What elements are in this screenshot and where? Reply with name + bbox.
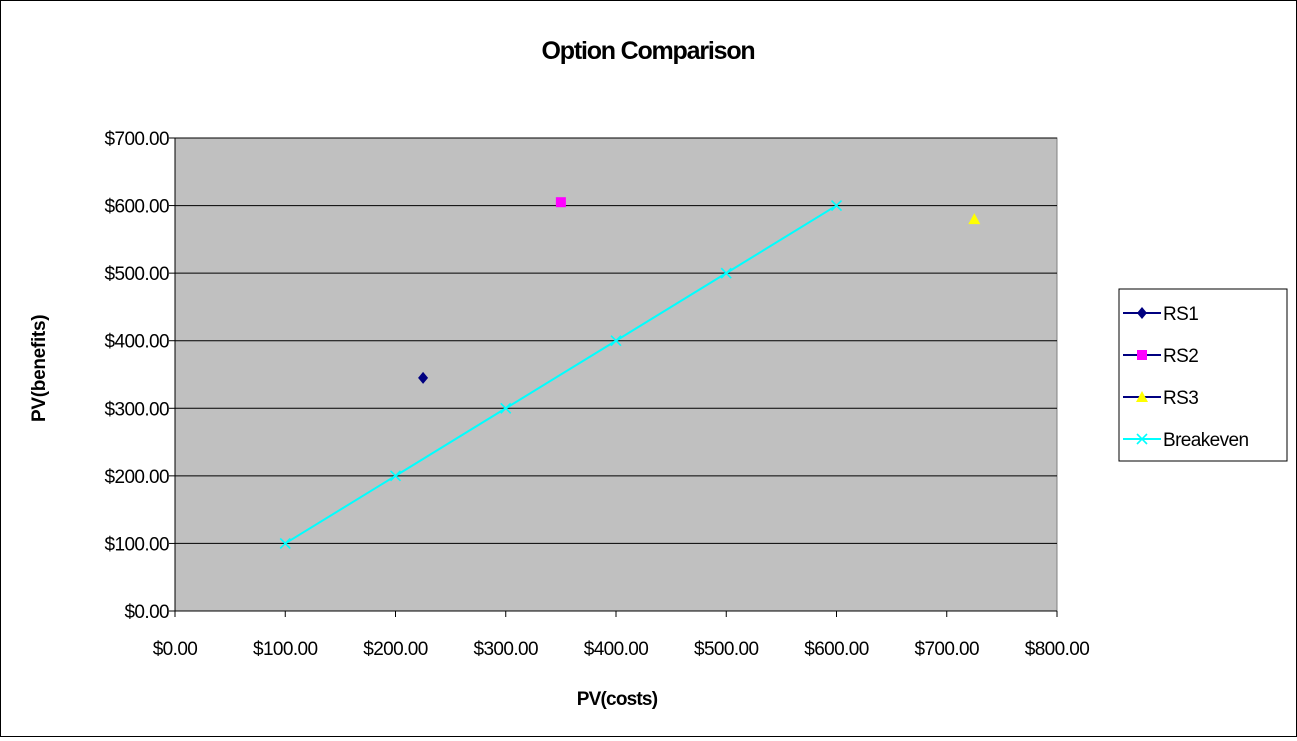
legend-box xyxy=(1118,288,1288,462)
series-layer xyxy=(279,197,981,549)
legend-label: Breakeven xyxy=(1163,430,1248,451)
data-point-breakeven xyxy=(610,335,622,347)
x-tick-label: $800.00 xyxy=(1025,639,1090,660)
legend-marker xyxy=(1137,307,1147,319)
y-tick-label: $500.00 xyxy=(105,264,170,285)
x-tick-label: $400.00 xyxy=(584,639,649,660)
x-tick-label: $700.00 xyxy=(915,639,980,660)
y-tick-label: $600.00 xyxy=(105,197,170,218)
y-tick-label: $200.00 xyxy=(105,467,170,488)
legend-marker xyxy=(1136,391,1148,402)
x-tick-label: $0.00 xyxy=(153,639,198,660)
series-rs2 xyxy=(555,197,566,208)
x-axis-title: PV(costs) xyxy=(577,689,658,710)
data-point-breakeven xyxy=(720,267,732,279)
x-tick-label: $200.00 xyxy=(363,639,428,660)
y-axis-title: PV(benefits) xyxy=(29,315,50,422)
series-rs3 xyxy=(968,213,981,225)
y-tick-label: $700.00 xyxy=(105,129,170,150)
series-line-breakeven xyxy=(284,204,838,545)
data-point-rs3 xyxy=(968,213,981,225)
legend-item-rs2: RS2 xyxy=(1123,346,1199,367)
legend: RS1 RS2 RS3 Breakeven xyxy=(1118,288,1288,462)
data-point-breakeven xyxy=(830,200,843,212)
series-rs1 xyxy=(418,371,429,384)
axes: $0.00 $100.00 $200.00 $300.00 $400.00 $500.00… xyxy=(105,129,1090,660)
y-tick-label: $300.00 xyxy=(105,399,170,420)
data-point-breakeven xyxy=(500,402,512,414)
y-tick-label: $100.00 xyxy=(105,534,170,555)
series-breakeven xyxy=(279,200,843,549)
legend-marker xyxy=(1136,433,1148,445)
x-tick-label: $100.00 xyxy=(253,639,318,660)
data-point-rs1 xyxy=(418,371,429,384)
legend-marker xyxy=(1137,350,1147,360)
data-point-breakeven xyxy=(389,470,402,482)
plot-background xyxy=(174,137,1058,612)
data-point-breakeven xyxy=(279,537,291,549)
y-tick-label: $0.00 xyxy=(124,602,169,623)
legend-item-rs3: RS3 xyxy=(1123,388,1199,409)
data-point-rs2 xyxy=(555,197,566,208)
y-tick-label: $400.00 xyxy=(105,332,170,353)
plot-area xyxy=(174,137,1058,612)
x-tick-label: $500.00 xyxy=(694,639,759,660)
x-tick-label: $300.00 xyxy=(474,639,539,660)
legend-label: RS2 xyxy=(1163,346,1198,367)
gridlines xyxy=(175,137,1057,544)
legend-label: RS3 xyxy=(1163,388,1198,409)
x-tick-label: $600.00 xyxy=(804,639,869,660)
legend-item-breakeven: Breakeven xyxy=(1123,430,1249,451)
chart-title: Option Comparison xyxy=(542,37,755,65)
legend-label: RS1 xyxy=(1163,304,1198,325)
legend-item-rs1: RS1 xyxy=(1123,304,1199,325)
